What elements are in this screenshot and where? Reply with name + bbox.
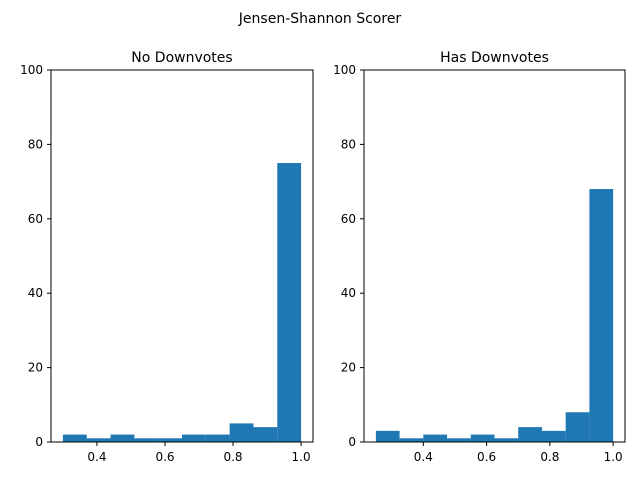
histogram-bar [229,423,254,442]
y-tick-label: 80 [341,137,356,151]
y-tick-label: 100 [20,63,43,77]
y-tick-label: 20 [341,361,356,375]
histogram-bar [447,438,471,442]
x-tick-label: 1.0 [292,450,311,464]
histogram-bar [518,427,542,442]
histogram-bar [423,434,448,442]
y-tick-label: 100 [333,63,356,77]
histogram-bar [86,438,111,442]
histogram-bar [253,427,278,442]
histogram-bar [205,434,230,442]
y-tick-label: 40 [28,286,43,300]
histogram-bar [470,434,495,442]
histogram-bar [589,189,614,442]
x-tick-label: 0.8 [223,450,242,464]
panel-has-downvotes: Has Downvotes 0 20 40 60 80 100 0.4 0.6 0.8 1.0 [333,50,626,464]
histogram-bar [494,438,519,442]
panel-no-downvotes: No Downvotes 0 20 40 60 80 100 0.4 0.6 0.8 1.0 [20,50,314,464]
x-tick-label: 1.0 [604,450,623,464]
panel-title: No Downvotes [131,50,232,66]
histogram-bar [375,430,400,442]
y-tick-label: 20 [28,361,43,375]
x-tick-label: 0.4 [414,450,433,464]
histogram-bar [541,430,566,442]
histogram-bar [110,434,135,442]
y-tick-label: 60 [341,212,356,226]
x-tick-label: 0.6 [477,450,496,464]
y-tick-label: 80 [28,137,43,151]
y-tick-label: 0 [35,435,43,449]
x-tick-label: 0.8 [540,450,559,464]
histogram-bar [62,434,87,442]
axes-frame [363,69,626,443]
x-tick-label: 0.6 [155,450,174,464]
histogram-bar [399,438,424,442]
y-tick-label: 0 [348,435,356,449]
axes-frame [50,69,314,443]
x-tick-label: 0.4 [87,450,106,464]
panel-title: Has Downvotes [440,50,549,66]
figure-title: Jensen-Shannon Scorer [238,11,402,27]
histogram-bar [134,438,159,442]
y-tick-label: 40 [341,286,356,300]
histogram-bar [565,412,590,442]
histogram-bar [158,438,182,442]
histogram-bar [182,434,206,442]
y-tick-label: 60 [28,212,43,226]
histogram-bar [277,163,302,442]
